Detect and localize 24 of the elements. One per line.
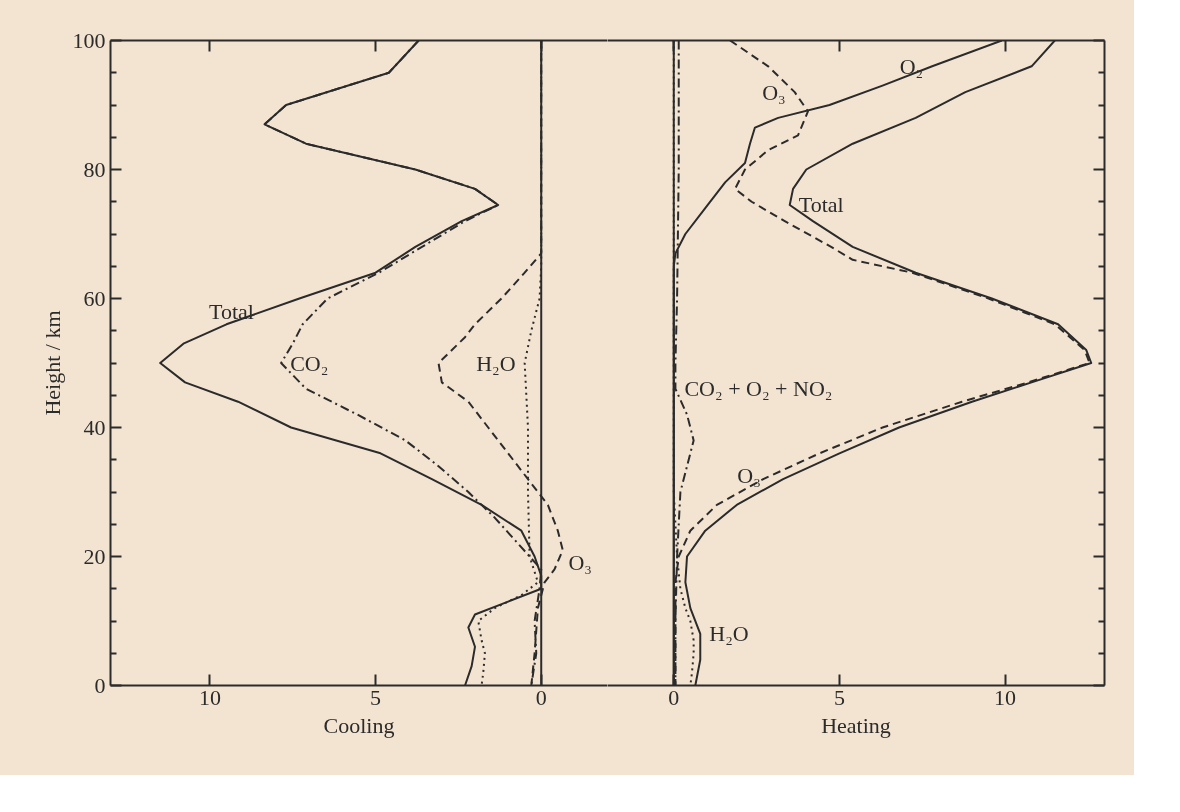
y-tick-label: 80 — [83, 156, 106, 182]
y-tick-label: 100 — [72, 27, 106, 53]
x-tick-label: 5 — [833, 684, 845, 710]
x-tick-label: 10 — [198, 684, 221, 710]
annotation: CO₂ + O₂ + NO₂ — [684, 376, 833, 402]
y-tick-label: 20 — [83, 543, 106, 569]
annotation: O₃ — [568, 550, 593, 576]
y-axis-title: Height / km — [39, 310, 65, 416]
annotation: Total — [798, 192, 844, 218]
x-axis-title: Heating — [821, 712, 891, 738]
x-axis-title: Cooling — [323, 712, 395, 738]
annotation: O₃ — [737, 463, 761, 489]
y-tick-label: 60 — [83, 285, 106, 311]
y-tick-label: 40 — [83, 414, 106, 440]
x-tick-label: 0 — [535, 684, 547, 710]
annotation: O₃ — [762, 79, 786, 105]
annotation: H₂O — [476, 350, 516, 376]
x-tick-label: 10 — [994, 684, 1017, 710]
annotation: H₂O — [709, 621, 749, 647]
annotation: Total — [209, 298, 254, 324]
x-tick-label: 0 — [668, 684, 680, 710]
x-tick-label: 5 — [370, 684, 382, 710]
annotation: O₂ — [899, 53, 924, 79]
annotation: CO₂ — [290, 350, 329, 376]
